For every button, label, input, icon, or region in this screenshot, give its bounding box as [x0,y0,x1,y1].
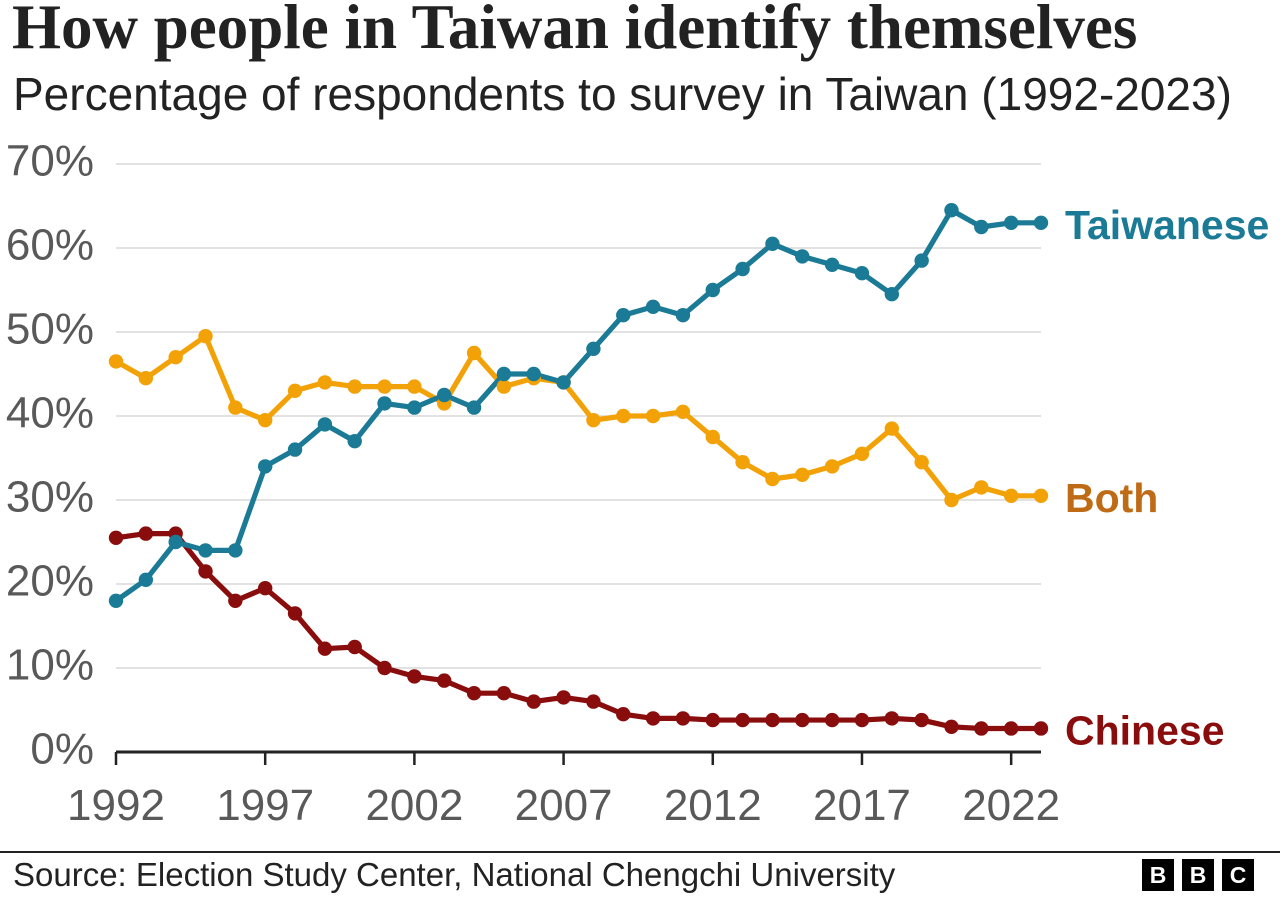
svg-text:2002: 2002 [365,781,463,830]
svg-text:2007: 2007 [515,781,613,830]
svg-text:60%: 60% [6,221,94,270]
svg-text:0%: 0% [30,725,94,774]
svg-text:Both: Both [1065,475,1158,521]
svg-text:1997: 1997 [216,781,314,830]
svg-text:10%: 10% [6,641,94,690]
svg-text:Taiwanese: Taiwanese [1065,202,1269,248]
svg-text:30%: 30% [6,473,94,522]
svg-text:70%: 70% [6,137,94,186]
svg-text:2022: 2022 [962,781,1060,830]
svg-text:2017: 2017 [813,781,911,830]
svg-text:40%: 40% [6,389,94,438]
svg-text:1992: 1992 [67,781,165,830]
svg-text:2012: 2012 [664,781,762,830]
svg-text:50%: 50% [6,305,94,354]
svg-text:20%: 20% [6,557,94,606]
svg-text:Chinese: Chinese [1065,707,1225,753]
